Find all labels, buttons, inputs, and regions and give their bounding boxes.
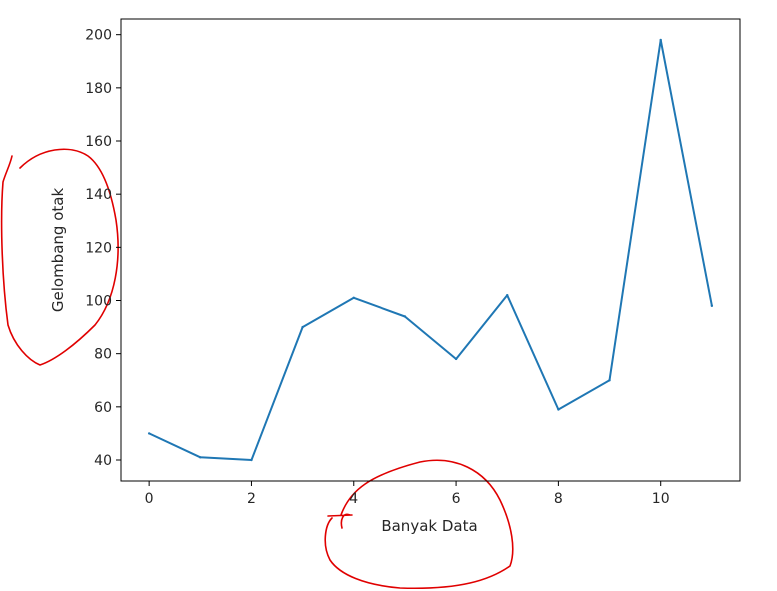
data-point <box>557 408 560 411</box>
plot-frame <box>120 18 741 482</box>
y-axis-label: Gelombang otak <box>49 188 67 313</box>
y-tick-label: 180 <box>85 81 112 97</box>
y-axis: 40 60 80 100 120 140 160 180 200 <box>85 28 121 469</box>
x-axis: 0 2 4 6 8 10 <box>145 481 670 507</box>
x-tick-label: 0 <box>145 491 154 507</box>
x-tick-label: 4 <box>349 491 358 507</box>
y-tick-label: 80 <box>94 347 112 363</box>
data-point <box>659 38 662 42</box>
annotation-layer <box>0 148 514 590</box>
y-tick-label: 140 <box>85 187 112 203</box>
y-tick-label: 100 <box>85 294 112 310</box>
data-point <box>403 315 407 318</box>
y-tick-label: 40 <box>94 453 112 469</box>
data-point <box>454 357 458 361</box>
data-point <box>301 325 304 329</box>
data-point <box>352 296 355 300</box>
data-point <box>199 456 202 459</box>
data-point <box>710 304 714 308</box>
xlabel-circle-annotation <box>324 459 514 590</box>
x-tick-label: 8 <box>554 491 563 507</box>
data-point <box>506 293 509 297</box>
data-point <box>608 379 611 382</box>
ylabel-circle-annotation <box>0 148 119 366</box>
series-line <box>148 39 713 461</box>
x-tick-label: 6 <box>452 491 461 507</box>
data-point <box>250 458 253 462</box>
y-tick-label: 120 <box>85 240 112 256</box>
x-tick-label: 10 <box>652 491 670 507</box>
y-tick-label: 160 <box>85 134 112 150</box>
y-tick-label: 200 <box>85 28 112 44</box>
x-axis-label: Banyak Data <box>381 517 477 535</box>
data-point <box>147 432 151 435</box>
x-tick-label: 2 <box>247 491 256 507</box>
series-layer <box>147 38 714 462</box>
y-tick-label: 60 <box>94 400 112 416</box>
